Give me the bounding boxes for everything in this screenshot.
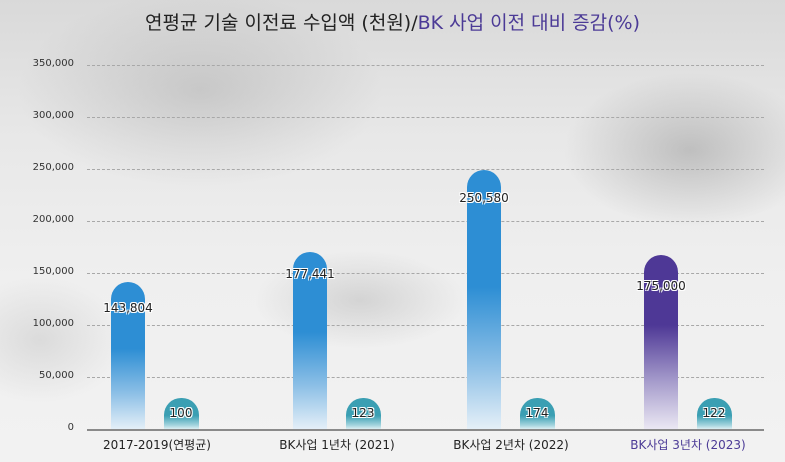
gridline (87, 221, 764, 222)
gridline (87, 325, 764, 326)
chart-title-main: 연평균 기술 이전료 수입액 (천원)/ (144, 12, 418, 34)
percent-label-2021: 123 (351, 406, 375, 420)
bar-2023 (644, 255, 678, 430)
percent-marker-2022 (520, 398, 555, 430)
gridline (87, 377, 764, 378)
gridline (87, 273, 764, 274)
percent-marker-2023 (697, 398, 732, 430)
gridline (87, 65, 764, 66)
percent-label-2022: 174 (525, 406, 549, 420)
chart-title-accent: BK 사업 이전 대비 증감(%) (417, 12, 640, 34)
value-label-2023: 175,000 (636, 279, 686, 293)
bar-2017-2019 (111, 282, 145, 430)
chart-title: 연평균 기술 이전료 수입액 (천원)/BK 사업 이전 대비 증감(%) (0, 8, 785, 35)
value-label-2022: 250,580 (459, 191, 509, 205)
x-axis-line (87, 429, 764, 431)
y-tick-150000: 150,000 (32, 266, 74, 277)
y-tick-300000: 300,000 (32, 110, 74, 121)
percent-label-2023: 122 (702, 406, 726, 420)
percent-marker-2017-2019 (164, 398, 199, 430)
x-label-2022: BK사업 2년차 (2022) (453, 438, 569, 452)
y-tick-350000: 350,000 (32, 58, 74, 69)
bar-2022 (467, 170, 501, 430)
bar-2021 (293, 252, 327, 430)
percent-marker-2021 (346, 398, 381, 430)
value-label-2021: 177,441 (285, 267, 335, 281)
x-label-2023: BK사업 3년차 (2023) (630, 438, 746, 452)
y-tick-50000: 50,000 (39, 370, 74, 381)
percent-label-2017-2019: 100 (169, 406, 193, 420)
gridline (87, 169, 764, 170)
y-tick-100000: 100,000 (32, 318, 74, 329)
y-tick-0: 0 (67, 422, 74, 433)
gridline (87, 117, 764, 118)
y-tick-250000: 250,000 (32, 162, 74, 173)
value-label-2017-2019: 143,804 (103, 301, 153, 315)
x-label-2017-2019: 2017-2019(연평균) (103, 438, 211, 452)
y-tick-200000: 200,000 (32, 214, 74, 225)
x-label-2021: BK사업 1년차 (2021) (279, 438, 395, 452)
